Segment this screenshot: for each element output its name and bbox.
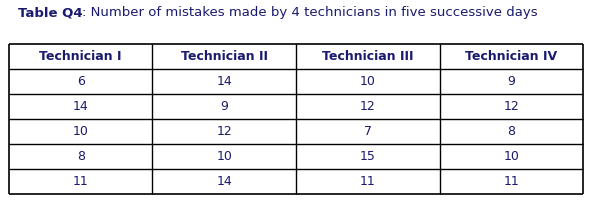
Text: 14: 14 [216,175,232,188]
Text: 9: 9 [507,75,515,88]
Text: 9: 9 [220,100,228,113]
Text: Technician IV: Technician IV [465,50,558,63]
Text: 10: 10 [360,75,376,88]
Text: 7: 7 [363,125,372,138]
Text: 11: 11 [503,175,519,188]
Text: 15: 15 [360,150,376,163]
Text: Technician I: Technician I [40,50,122,63]
Text: 11: 11 [360,175,376,188]
Text: 10: 10 [73,125,89,138]
Text: 12: 12 [360,100,376,113]
Text: 12: 12 [216,125,232,138]
Text: Technician II: Technician II [181,50,268,63]
Text: Technician III: Technician III [322,50,414,63]
Text: 12: 12 [503,100,519,113]
Text: 8: 8 [76,150,85,163]
Text: 14: 14 [216,75,232,88]
Text: : Number of mistakes made by 4 technicians in five successive days: : Number of mistakes made by 4 technicia… [82,6,538,19]
Text: 10: 10 [503,150,519,163]
Text: 6: 6 [77,75,85,88]
Text: 14: 14 [73,100,89,113]
Text: 11: 11 [73,175,89,188]
Bar [9,44,583,194]
Text: Table Q4: Table Q4 [18,6,82,19]
Text: 8: 8 [507,125,516,138]
Text: 10: 10 [216,150,232,163]
